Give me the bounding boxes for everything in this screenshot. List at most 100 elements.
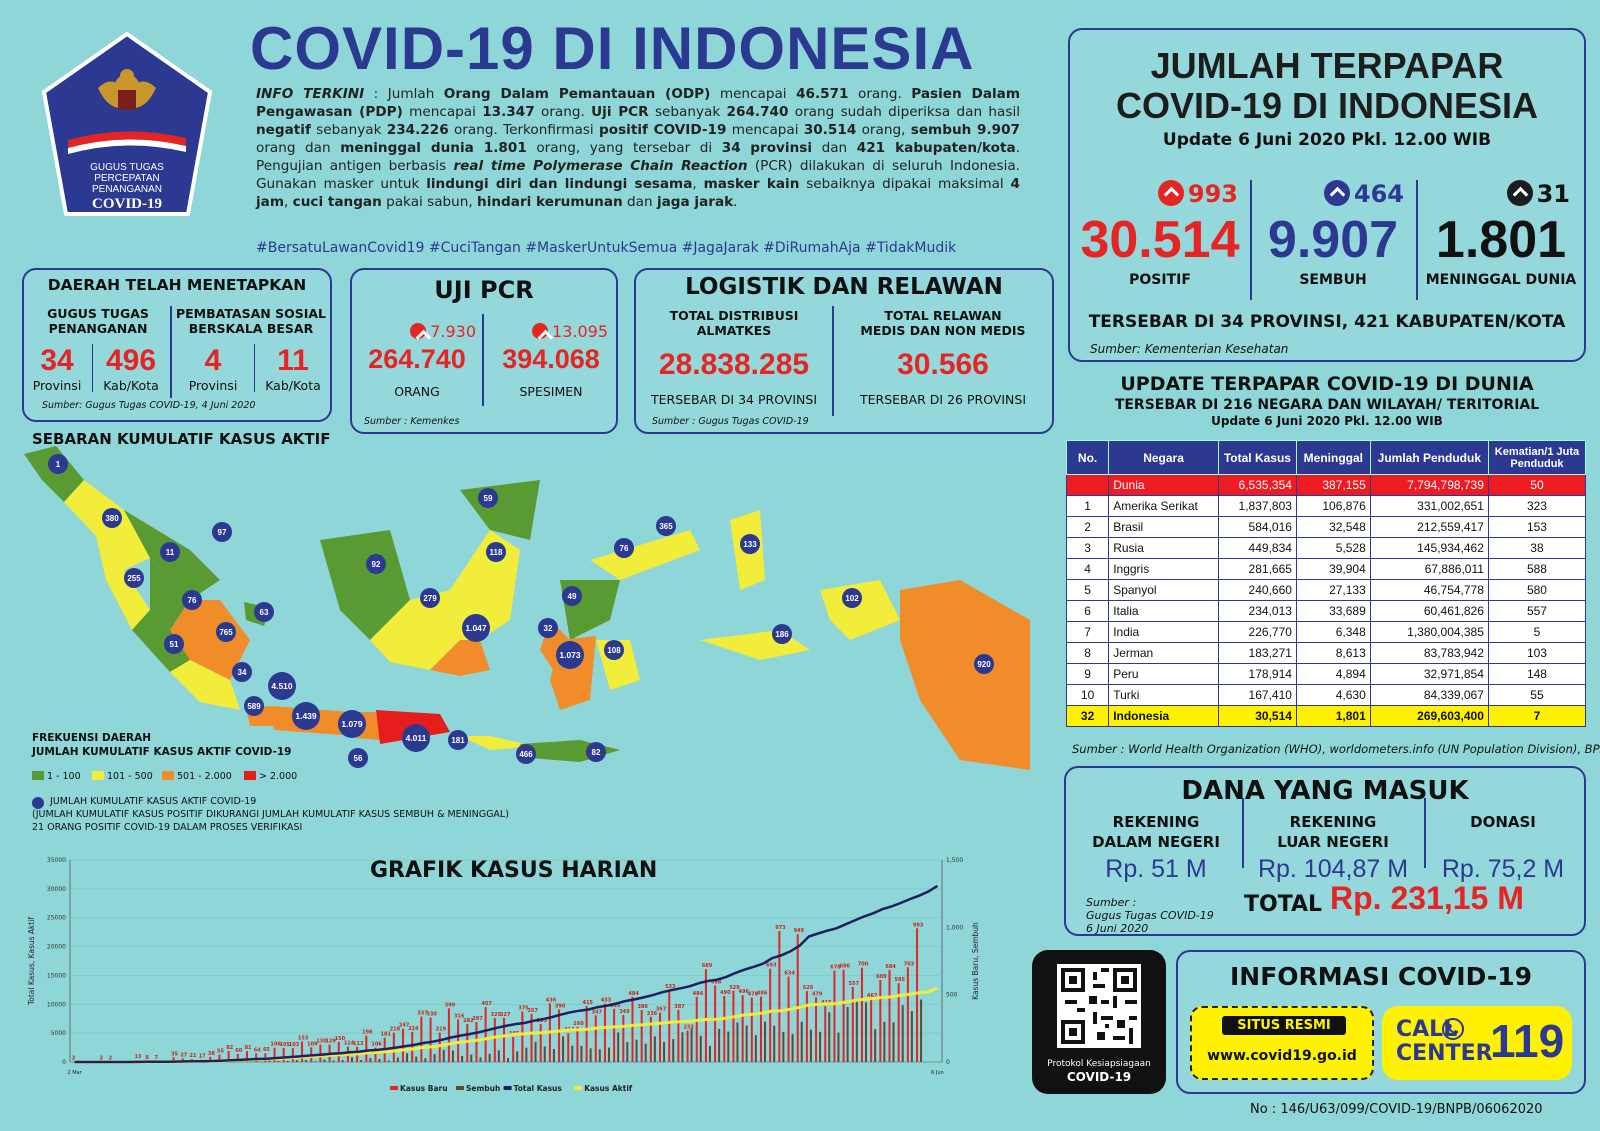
official-site-link[interactable]: SITUS RESMI www.covid19.go.id (1190, 1006, 1374, 1080)
y-tick-label: 35000 (47, 857, 66, 864)
data-label: 684 (885, 964, 896, 970)
dana-total-label: TOTAL (1244, 892, 1323, 917)
data-label: 327 (500, 1012, 511, 1018)
info-panel: INFORMASI COVID-19 SITUS RESMI www.covid… (1176, 950, 1586, 1094)
y-right-tick-label: 1,000 (946, 924, 963, 931)
table-cell: 27,133 (1295, 579, 1371, 601)
bar-kasus-baru (704, 969, 707, 1062)
table-cell: 9 (1065, 663, 1110, 685)
data-label: 2 (99, 1056, 103, 1062)
bar-sembuh (396, 1057, 399, 1062)
map-marker: 59 (478, 488, 498, 508)
table-cell: 7 (1065, 621, 1110, 643)
legend-label: Total Kasus (514, 1084, 563, 1093)
call-center-button[interactable]: CALL CENTER 119 (1382, 1006, 1572, 1080)
logistik-panel: LOGISTIK DAN RELAWAN TOTAL DISTRIBUSI ALM… (634, 268, 1054, 434)
column-header: Kematian/1 Juta Penduduk (1487, 440, 1587, 475)
data-label: 153 (298, 1035, 309, 1041)
bar-kasus-baru (576, 1026, 579, 1062)
map-marker: 589 (244, 696, 264, 716)
map-marker-value: 186 (775, 630, 789, 639)
data-label: 678 (830, 965, 841, 971)
map-legend-title: FREKUENSI DAERAH JUMLAH KUMULATIF KASUS … (32, 732, 292, 758)
indonesia-map: 1 380 97 11 255 76 63 765 51 34 4.510 589 1.439 1.079… (24, 446, 1030, 770)
map-region-bengkulu (132, 610, 190, 672)
y-axis-right-label: Kasus Baru, Sembuh (971, 922, 980, 1000)
bar-kasus-baru (291, 1048, 294, 1062)
data-label: 634 (784, 971, 795, 977)
qr-code-icon[interactable] (1057, 964, 1141, 1048)
table-cell: 67,886,011 (1369, 558, 1489, 580)
logistik-source: Sumber : Gugus Tugas COVID-19 (652, 416, 809, 427)
table-cell: 234,013 (1217, 600, 1297, 622)
bar-sembuh (451, 1050, 454, 1062)
table-cell: 3 (1065, 537, 1110, 559)
table-cell: 153 (1487, 516, 1587, 538)
dana-dalam-negeri: REKENING DALAM NEGERI Rp. 51 M (1092, 813, 1220, 883)
bar-kasus-baru (227, 1050, 230, 1062)
table-cell: 103 (1487, 642, 1587, 664)
map-marker-value: 765 (219, 628, 233, 637)
map-marker-value: 1.079 (341, 719, 363, 729)
data-label: 103 (289, 1042, 300, 1048)
map-marker: 1.047 (462, 614, 490, 642)
positif-label: POSITIF (1129, 272, 1191, 288)
data-label: 367 (656, 1007, 667, 1013)
data-label: 336 (647, 1011, 658, 1017)
table-cell: Brasil (1108, 516, 1219, 538)
table-row: Dunia 6,535,354 387,155 7,794,798,739 50 (1065, 474, 1587, 496)
bar-sembuh (644, 1043, 647, 1062)
bar-sembuh (479, 1057, 482, 1062)
stat-meninggal: 31 1.801 MENINGGAL DUNIA (1420, 180, 1582, 288)
bar-kasus-baru (649, 1016, 652, 1062)
table-cell: 212,559,417 (1369, 516, 1489, 538)
table-cell: 84,339,067 (1369, 684, 1489, 706)
map-marker-value: 118 (490, 548, 503, 557)
data-label: 181 (381, 1032, 392, 1038)
data-label: 436 (546, 997, 557, 1003)
column-header: Negara (1108, 440, 1219, 475)
data-label: 415 (582, 1000, 593, 1006)
legend-item: > 2.000 (244, 771, 297, 782)
bar-sembuh (864, 1002, 867, 1062)
table-cell: 1,801 (1295, 705, 1371, 727)
total-title: JUMLAH TERPAPAR COVID-19 DI INDONESIA (1115, 45, 1539, 126)
data-label: 64 (254, 1047, 261, 1053)
bar-sembuh (855, 1000, 858, 1062)
increase-arrow-icon (532, 323, 549, 339)
table-cell: 6,348 (1295, 621, 1371, 643)
legend-swatch (32, 771, 44, 780)
y-right-tick-label: 0 (946, 1059, 950, 1066)
map-marker-value: 4.510 (271, 681, 293, 691)
bar-kasus-baru (502, 1017, 505, 1062)
pcr-panel: UJI PCR 7.930 264.740 ORANG 13.095 394.0… (350, 268, 618, 434)
site-url[interactable]: www.covid19.go.id (1207, 1048, 1357, 1064)
table-cell: 5 (1065, 579, 1110, 601)
table-cell: 145,934,462 (1369, 537, 1489, 559)
dana-total-value: Rp. 231,15 M (1330, 880, 1524, 916)
data-label: 533 (665, 984, 676, 990)
increase-arrow-icon (1506, 180, 1533, 206)
table-cell: Jerman (1108, 642, 1219, 664)
gugus-provinsi-value: 34 (40, 344, 74, 377)
bar-kasus-baru (851, 986, 854, 1062)
increase-arrow-icon (1323, 180, 1350, 206)
legend-dot-note: JUMLAH KUMULATIF KASUS AKTIF COVID-19 (J… (32, 796, 509, 833)
world-table: No. Negara Total Kasus Meninggal Jumlah … (1065, 440, 1587, 727)
bar-kasus-baru (594, 1015, 597, 1062)
map-marker: 97 (212, 522, 232, 542)
data-label: 81 (245, 1045, 252, 1051)
bar-kasus-baru (457, 1019, 460, 1062)
stat-sembuh: 464 9.907 SEMBUH (1254, 180, 1412, 288)
map-marker-value: 589 (247, 702, 261, 711)
bar-sembuh (718, 1028, 721, 1062)
garuda-emblem-icon (98, 69, 156, 110)
map-region-papuabarat (820, 580, 900, 640)
qr-panel[interactable]: Protokol Kesiapsiagaan COVID-19 (1032, 950, 1166, 1094)
bar-kasus-baru (732, 990, 735, 1062)
map-marker: 34 (232, 662, 252, 682)
table-cell: 387,155 (1295, 474, 1371, 496)
map-region-sulut (590, 530, 700, 580)
map-marker: 1.439 (292, 702, 320, 730)
data-label: 486 (757, 991, 768, 997)
